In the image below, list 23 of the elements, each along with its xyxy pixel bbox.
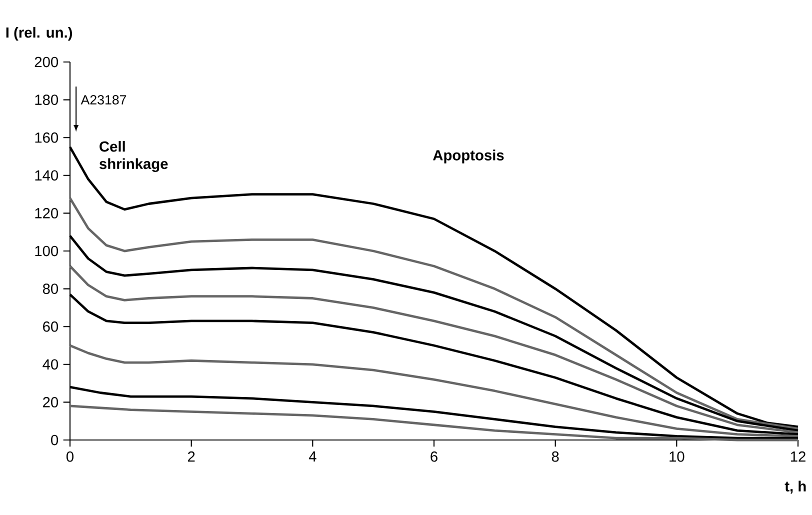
x-tick-label: 0 — [66, 451, 74, 462]
y-tick-label: 60 — [43, 321, 58, 332]
annotation: Cell shrinkage — [100, 140, 168, 172]
x-tick-label: 10 — [670, 451, 684, 462]
x-tick-label: 4 — [308, 451, 316, 462]
y-tick-label: 120 — [35, 208, 58, 218]
x-tick-label: 6 — [430, 451, 438, 462]
x-axis-title: t, h — [784, 480, 806, 494]
x-tick-label: 8 — [552, 451, 559, 462]
y-tick-label: 160 — [35, 132, 58, 143]
y-axis-title: I (rel. un.) — [6, 26, 72, 41]
y-tick-label: 180 — [35, 94, 58, 105]
annotation: Apoptosis — [433, 150, 504, 164]
y-tick-label: 200 — [34, 56, 58, 68]
annotation: A23187 — [80, 95, 126, 105]
y-tick-label: 0 — [51, 434, 58, 446]
y-tick-label: 100 — [35, 246, 58, 256]
x-tick-label: 2 — [188, 451, 195, 462]
y-tick-label: 20 — [43, 397, 58, 408]
x-tick-label: 12 — [790, 451, 806, 462]
y-tick-label: 40 — [42, 359, 58, 370]
y-tick-label: 80 — [42, 284, 58, 294]
y-tick-label: 140 — [35, 170, 58, 181]
